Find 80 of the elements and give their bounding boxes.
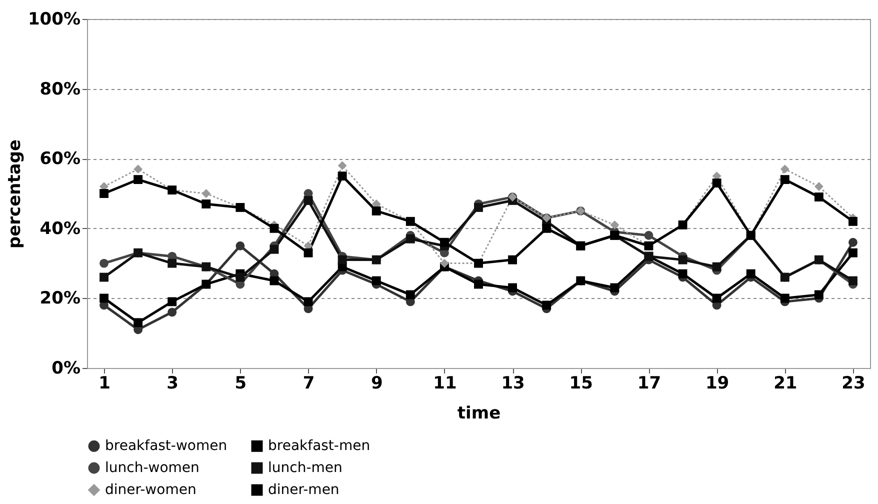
- point: [780, 164, 790, 174]
- x-tick-label: 17: [637, 374, 662, 394]
- point: [304, 196, 313, 205]
- point: [406, 234, 415, 244]
- point: [202, 189, 211, 198]
- y-axis-title: percentage: [4, 139, 25, 249]
- point: [440, 238, 449, 247]
- x-tick-label: 7: [302, 374, 315, 394]
- point: [100, 189, 108, 198]
- y-tick-label: 60%: [40, 149, 80, 170]
- x-tick-label: 13: [501, 374, 525, 394]
- point: [338, 255, 347, 264]
- legend-label: diner-women: [105, 482, 196, 498]
- point: [134, 318, 143, 328]
- point: [100, 258, 108, 268]
- point: [168, 258, 177, 268]
- point: [168, 308, 177, 317]
- x-tick-label: 21: [774, 374, 798, 394]
- point: [202, 200, 211, 208]
- point: [270, 244, 279, 254]
- point: [270, 276, 279, 286]
- point: [644, 230, 654, 240]
- point: [712, 178, 722, 188]
- point: [610, 283, 620, 292]
- point: [814, 182, 824, 191]
- legend-label: diner-men: [268, 482, 340, 498]
- point: [712, 294, 722, 303]
- point: [338, 172, 347, 181]
- x-tick-label: 19: [705, 374, 730, 394]
- point: [848, 216, 858, 226]
- point: [610, 220, 620, 230]
- x-tick-label: 23: [842, 374, 866, 394]
- legend-label: breakfast-men: [268, 438, 370, 454]
- y-tick-label: 20%: [40, 288, 80, 309]
- x-tick-label: 3: [166, 374, 179, 394]
- legend-label: lunch-women: [105, 460, 200, 476]
- point: [474, 202, 483, 212]
- point: [304, 297, 313, 306]
- y-tick-label: 40%: [40, 218, 80, 239]
- x-tick-label: 15: [569, 374, 593, 394]
- x-tick-label: 5: [234, 374, 247, 394]
- y-tick-label: 80%: [40, 79, 80, 100]
- point: [270, 224, 279, 233]
- point: [338, 161, 347, 170]
- point: [100, 272, 108, 282]
- point: [780, 175, 790, 184]
- legend-label: lunch-men: [268, 460, 342, 476]
- point: [848, 238, 858, 247]
- x-tick-label: 9: [370, 374, 383, 394]
- legend-label: breakfast-women: [105, 438, 228, 454]
- point: [508, 255, 518, 264]
- point: [848, 276, 858, 286]
- point: [508, 283, 518, 292]
- point: [542, 300, 552, 310]
- point: [780, 294, 790, 303]
- point: [712, 262, 722, 272]
- point: [406, 290, 415, 300]
- point: [678, 255, 688, 264]
- point: [848, 248, 858, 258]
- point: [474, 280, 483, 289]
- point: [236, 272, 245, 282]
- point: [814, 290, 824, 300]
- point: [236, 241, 245, 250]
- point: [814, 192, 824, 202]
- point: [134, 164, 143, 174]
- point: [134, 175, 143, 184]
- x-tick-label: 1: [98, 374, 110, 394]
- point: [168, 297, 177, 306]
- point: [542, 224, 552, 233]
- point: [304, 248, 313, 258]
- point: [678, 269, 688, 278]
- y-tick-label: 0%: [52, 358, 80, 378]
- point: [372, 206, 381, 216]
- y-tick-label: 100%: [28, 10, 80, 30]
- point: [372, 276, 381, 286]
- point: [746, 269, 756, 278]
- x-tick-label: 11: [433, 374, 457, 394]
- point: [440, 258, 449, 268]
- point: [100, 294, 108, 303]
- x-axis-title: time: [457, 404, 501, 424]
